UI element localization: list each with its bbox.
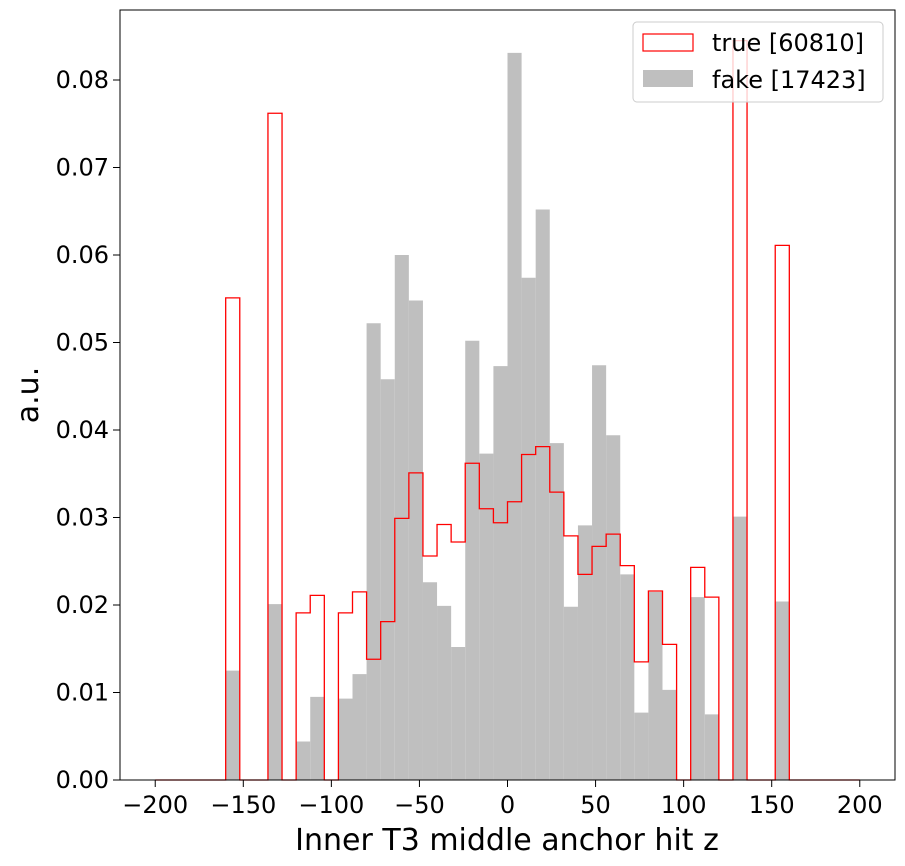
x-tick-label: 100: [661, 791, 707, 819]
x-tick-label: 50: [580, 791, 611, 819]
fake-bar: [563, 606, 578, 780]
x-tick-label: −100: [298, 791, 364, 819]
legend-box: [632, 21, 884, 103]
fake-bar: [296, 741, 311, 780]
fake-bar: [690, 597, 705, 780]
y-tick-label: 0.04: [56, 416, 109, 444]
fake-bar: [704, 714, 719, 780]
x-tick-label: −200: [122, 791, 188, 819]
fake-bar: [549, 443, 564, 780]
fake-bar: [352, 674, 367, 780]
fake-bar: [662, 689, 677, 780]
x-tick-label: −50: [394, 791, 445, 819]
fake-bar: [634, 712, 649, 780]
fake-bar: [775, 601, 790, 780]
fake-bar: [479, 453, 494, 780]
x-tick-label: −150: [210, 791, 276, 819]
fake-bar: [408, 300, 423, 780]
fake-bar: [380, 379, 395, 780]
fake-bar: [521, 277, 536, 780]
x-tick-label: 0: [500, 791, 515, 819]
fake-bar: [606, 435, 621, 780]
fake-bar: [437, 605, 452, 780]
legend-true-label: true [60810]: [712, 29, 864, 57]
x-tick-label: 200: [837, 791, 883, 819]
fake-bar: [422, 582, 438, 780]
fake-bar: [648, 591, 663, 780]
fake-bar: [267, 604, 283, 780]
y-tick-label: 0.01: [56, 679, 109, 707]
legend-true-swatch: [642, 33, 694, 52]
y-tick-label: 0.08: [56, 66, 109, 94]
y-axis: 0.00 0.01 0.02 0.03 0.04 0.05 0.06 0.07 0.08: [56, 66, 120, 794]
y-axis-label: a.u.: [11, 367, 46, 423]
legend: true [60810] fake [17423]: [632, 21, 884, 103]
fake-bar: [451, 647, 466, 780]
fake-bar: [366, 323, 381, 780]
legend-fake-label: fake [17423]: [712, 66, 866, 94]
fake-bar: [592, 365, 607, 780]
y-tick-label: 0.03: [56, 504, 109, 532]
x-tick-label: 150: [749, 791, 795, 819]
fake-bar: [493, 366, 508, 780]
fake-bar: [732, 516, 748, 780]
true-series-step: [155, 39, 860, 781]
true-step-line: [155, 39, 860, 781]
fake-bar: [465, 340, 480, 780]
fake-series-bars: [225, 52, 790, 780]
legend-fake-swatch: [643, 70, 693, 87]
fake-bar: [338, 698, 353, 780]
y-tick-label: 0.07: [56, 154, 109, 182]
fake-bar: [225, 670, 240, 780]
fake-bar: [535, 209, 550, 780]
x-axis-label: Inner T3 middle anchor hit z: [295, 823, 719, 858]
x-axis: −200 −150 −100 −50 0 50 100 150 200: [122, 780, 883, 819]
fake-bar: [620, 574, 635, 780]
fake-bar: [310, 696, 325, 780]
fake-bar: [577, 525, 593, 780]
y-tick-label: 0.00: [56, 766, 109, 794]
y-tick-label: 0.05: [56, 329, 109, 357]
y-tick-label: 0.02: [56, 591, 109, 619]
y-tick-label: 0.06: [56, 241, 109, 269]
fake-bar: [394, 255, 409, 780]
fake-bar: [507, 52, 522, 780]
